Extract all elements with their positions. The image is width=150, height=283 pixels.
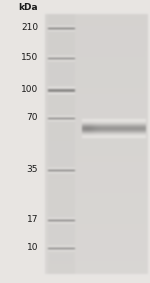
Text: 17: 17 bbox=[27, 215, 38, 224]
Text: 35: 35 bbox=[27, 166, 38, 175]
Text: 100: 100 bbox=[21, 85, 38, 95]
Text: kDa: kDa bbox=[18, 3, 38, 12]
Text: 150: 150 bbox=[21, 53, 38, 63]
Text: 70: 70 bbox=[27, 113, 38, 123]
Text: 210: 210 bbox=[21, 23, 38, 33]
Text: 10: 10 bbox=[27, 243, 38, 252]
